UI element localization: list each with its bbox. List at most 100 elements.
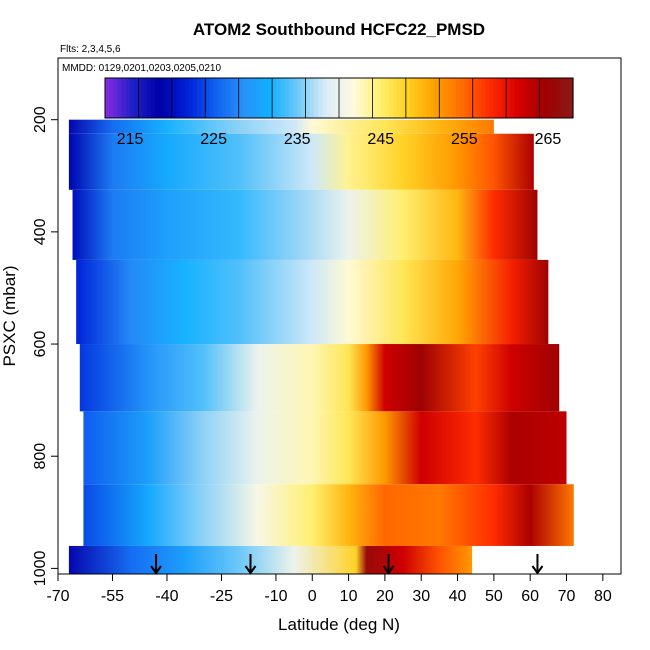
colorbar-cell [142, 78, 148, 118]
x-tick-label: -40 [155, 588, 178, 605]
colorbar-cell [334, 78, 340, 118]
colorbar-cell [543, 78, 549, 118]
colorbar-cell [263, 78, 269, 118]
heatmap-band [83, 484, 574, 546]
colorbar-cell [272, 78, 277, 118]
colorbar-cell [176, 78, 181, 118]
colorbar-cell [393, 78, 399, 118]
y-tick-label: 800 [32, 443, 49, 470]
colorbar-cell [267, 78, 273, 118]
colorbar-cell [205, 78, 211, 118]
colorbar-cell [251, 78, 257, 118]
x-tick-label: 30 [412, 588, 430, 605]
colorbar-cell [184, 78, 190, 118]
colorbar-tick-label: 225 [200, 131, 227, 148]
colorbar-cell [426, 78, 432, 118]
colorbar-tick-label: 215 [117, 131, 144, 148]
colorbar-cell [389, 78, 394, 118]
x-tick-label: 80 [594, 588, 612, 605]
colorbar-cell [167, 78, 173, 118]
heatmap-field [68, 119, 574, 574]
colorbar-cell [443, 78, 449, 118]
colorbar-cell [522, 78, 528, 118]
flights-note: Flts: 2,3,4,5,6 [60, 44, 121, 55]
x-tick-label: -55 [101, 588, 124, 605]
chart-title: ATOM2 Southbound HCFC22_PMSD [193, 20, 485, 39]
plot-frame [57, 57, 622, 575]
colorbar-cell [159, 78, 165, 118]
colorbar-cell [305, 78, 311, 118]
colorbar-cell [510, 78, 516, 118]
x-tick-label: 50 [485, 588, 503, 605]
colorbar-cell [150, 78, 156, 118]
colorbar-cell [384, 78, 390, 118]
colorbar-cell [405, 78, 411, 118]
colorbar-cell [347, 78, 353, 118]
x-tick-label: 60 [521, 588, 539, 605]
colorbar-cell [472, 78, 478, 118]
colorbar-cell [430, 78, 436, 118]
colorbar-cell [560, 78, 566, 118]
colorbar-cell [155, 78, 160, 118]
colorbar-cell [339, 78, 344, 118]
down-arrow-icon [150, 554, 162, 575]
colorbar-cell [539, 78, 545, 118]
down-arrow-icon [244, 554, 257, 575]
colorbar-cell [196, 78, 202, 118]
colorbar-cell [146, 78, 152, 118]
colorbar-cell [105, 78, 110, 118]
x-tick-label: 20 [376, 588, 394, 605]
colorbar-cell [547, 78, 553, 118]
colorbar-cell [255, 78, 261, 118]
heatmap-band [83, 411, 567, 485]
colorbar-cell [213, 78, 219, 118]
colorbar-cell [481, 78, 486, 118]
colorbar-cell [447, 78, 453, 118]
colorbar-cell [180, 78, 185, 118]
colorbar-cell [380, 78, 386, 118]
colorbar-labels: 215 225 235 245 255 265 [117, 131, 562, 148]
colorbar [105, 78, 574, 118]
colorbar-cell [506, 78, 511, 118]
colorbar-cell [355, 78, 361, 118]
y-tick-label: 1000 [32, 550, 49, 586]
colorbar-cell [293, 78, 298, 118]
colorbar-cell [493, 78, 499, 118]
colorbar-cell [230, 78, 236, 118]
colorbar-cell [318, 78, 323, 118]
colorbar-cell [280, 78, 286, 118]
colorbar-cell [326, 78, 332, 118]
colorbar-cell [359, 78, 365, 118]
colorbar-cell [460, 78, 465, 118]
colorbar-cell [439, 78, 445, 118]
colorbar-cell [284, 78, 290, 118]
colorbar-cell [301, 78, 307, 118]
colorbar-cell [259, 78, 265, 118]
colorbar-cell [330, 78, 336, 118]
colorbar-cell [514, 78, 520, 118]
heatmap-band [79, 344, 560, 412]
heatmap-band [68, 119, 494, 134]
colorbar-cell [113, 78, 119, 118]
colorbar-cell [163, 78, 169, 118]
colorbar-cell [247, 78, 252, 118]
colorbar-cell [276, 78, 282, 118]
colorbar-cell [313, 78, 319, 118]
heatmap-band [68, 133, 534, 190]
colorbar-cell [368, 78, 374, 118]
x-tick-label: 0 [308, 588, 317, 605]
colorbar-cell [130, 78, 135, 118]
colorbar-cell [309, 78, 315, 118]
colorbar-cell [322, 78, 328, 118]
colorbar-cell [435, 78, 440, 118]
x-tick-label: -25 [210, 588, 233, 605]
colorbar-frame [104, 77, 574, 119]
colorbar-cell [564, 78, 570, 118]
colorbar-cell [418, 78, 424, 118]
colorbar-cell [234, 78, 240, 118]
colorbar-cell [476, 78, 482, 118]
colorbar-cell [527, 78, 532, 118]
colorbar-tick-label: 245 [367, 131, 394, 148]
colorbar-cell [485, 78, 491, 118]
colorbar-cell [535, 78, 541, 118]
